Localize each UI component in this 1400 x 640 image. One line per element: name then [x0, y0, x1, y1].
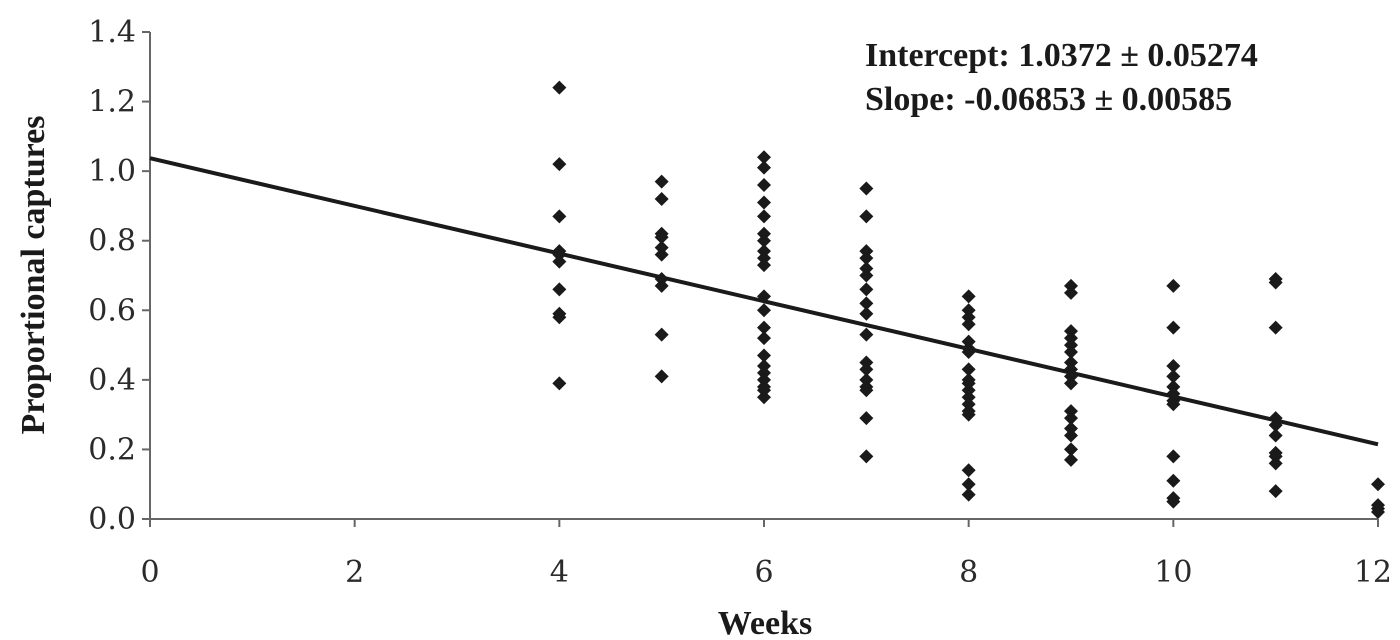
data-point — [757, 233, 771, 248]
data-point — [961, 345, 976, 360]
y-tick-label: 0.8 — [88, 224, 136, 259]
y-tick-label: 1.0 — [88, 154, 136, 189]
data-points — [552, 80, 1385, 520]
data-point — [552, 80, 567, 95]
data-point — [757, 160, 771, 175]
x-tick-label: 10 — [1154, 555, 1192, 590]
x-tick-label: 4 — [550, 555, 569, 590]
data-point — [552, 254, 567, 269]
data-point — [1371, 477, 1385, 492]
data-point — [1268, 320, 1283, 335]
data-point — [859, 383, 874, 398]
slope-annotation: Slope: -0.06853 ± 0.00585 — [865, 81, 1232, 118]
data-point — [1064, 376, 1078, 391]
data-point — [757, 258, 771, 273]
y-axis-ticks: 0.0 0.2 0.4 0.6 0.8 1.0 1.2 1.4 — [88, 15, 150, 537]
y-tick-label: 1.4 — [88, 15, 136, 50]
data-point — [757, 390, 771, 405]
data-point — [1166, 397, 1181, 412]
data-point — [859, 306, 874, 321]
data-point — [859, 282, 874, 297]
data-point — [1064, 285, 1078, 300]
x-axis-title: Weeks — [718, 605, 812, 640]
data-point — [654, 327, 669, 342]
data-point — [552, 209, 567, 224]
data-point — [859, 449, 874, 464]
data-point — [1064, 411, 1078, 426]
data-point — [1166, 358, 1181, 373]
y-tick-label: 0.6 — [88, 293, 136, 328]
data-point — [961, 407, 976, 422]
data-point — [859, 296, 874, 311]
data-point — [1064, 428, 1078, 443]
data-point — [654, 230, 669, 245]
data-point — [1268, 428, 1283, 443]
y-axis-title: Proportional captures — [15, 116, 52, 435]
data-point — [961, 289, 976, 304]
data-point — [859, 362, 874, 377]
data-point — [757, 178, 771, 193]
data-point — [1268, 275, 1283, 290]
data-point — [757, 331, 771, 346]
data-point — [859, 181, 874, 196]
x-axis-ticks: 0 2 4 6 8 10 12 — [140, 519, 1392, 590]
y-tick-label: 0.4 — [88, 363, 136, 398]
data-point — [1268, 456, 1283, 471]
data-point — [552, 282, 567, 297]
data-point — [654, 369, 669, 384]
data-point — [859, 268, 874, 283]
data-point — [654, 278, 669, 293]
data-point — [1166, 369, 1181, 384]
data-point — [961, 463, 976, 478]
data-point — [961, 477, 976, 492]
data-point — [757, 195, 771, 210]
data-point — [757, 209, 771, 224]
y-tick-label: 0.0 — [88, 502, 136, 537]
data-point — [1166, 494, 1181, 509]
data-point — [1371, 505, 1385, 520]
data-point — [1268, 484, 1283, 499]
data-point — [859, 327, 874, 342]
x-tick-label: 6 — [754, 555, 773, 590]
data-point — [961, 362, 976, 377]
data-point — [552, 376, 567, 391]
intercept-annotation: Intercept: 1.0372 ± 0.05274 — [865, 37, 1258, 74]
x-tick-label: 2 — [345, 555, 364, 590]
x-tick-label: 12 — [1354, 555, 1392, 590]
data-point — [757, 348, 771, 363]
data-point — [1166, 473, 1181, 488]
data-point — [961, 487, 976, 502]
data-point — [654, 174, 669, 189]
data-point — [1268, 418, 1283, 433]
data-point — [757, 289, 771, 304]
y-tick-label: 0.2 — [88, 432, 136, 467]
data-point — [654, 247, 669, 262]
x-tick-label: 0 — [140, 555, 159, 590]
data-point — [1064, 442, 1078, 457]
data-point — [757, 150, 771, 165]
data-point — [859, 209, 874, 224]
data-point — [1166, 449, 1181, 464]
data-point — [552, 157, 567, 172]
data-point — [1166, 320, 1181, 335]
data-point — [1064, 345, 1078, 360]
data-point — [654, 191, 669, 206]
y-tick-label: 1.2 — [88, 85, 136, 120]
x-tick-label: 8 — [959, 555, 978, 590]
data-point — [961, 317, 976, 332]
axes — [149, 32, 1378, 520]
data-point — [552, 310, 567, 325]
data-point — [859, 411, 874, 426]
data-point — [1166, 278, 1181, 293]
data-point — [757, 303, 771, 318]
data-point — [859, 251, 874, 266]
data-point — [1064, 452, 1078, 467]
data-point — [757, 320, 771, 335]
